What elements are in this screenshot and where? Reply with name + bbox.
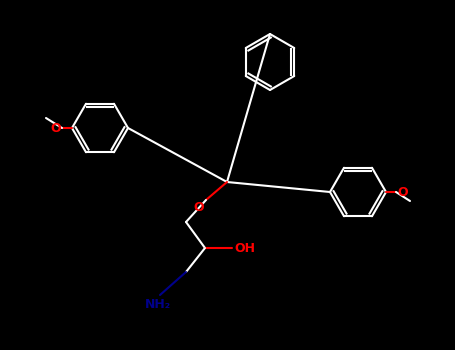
Text: NH₂: NH₂	[145, 298, 171, 311]
Text: OH: OH	[234, 241, 255, 254]
Text: O: O	[193, 201, 204, 214]
Text: O: O	[397, 186, 408, 198]
Text: O: O	[51, 121, 61, 134]
